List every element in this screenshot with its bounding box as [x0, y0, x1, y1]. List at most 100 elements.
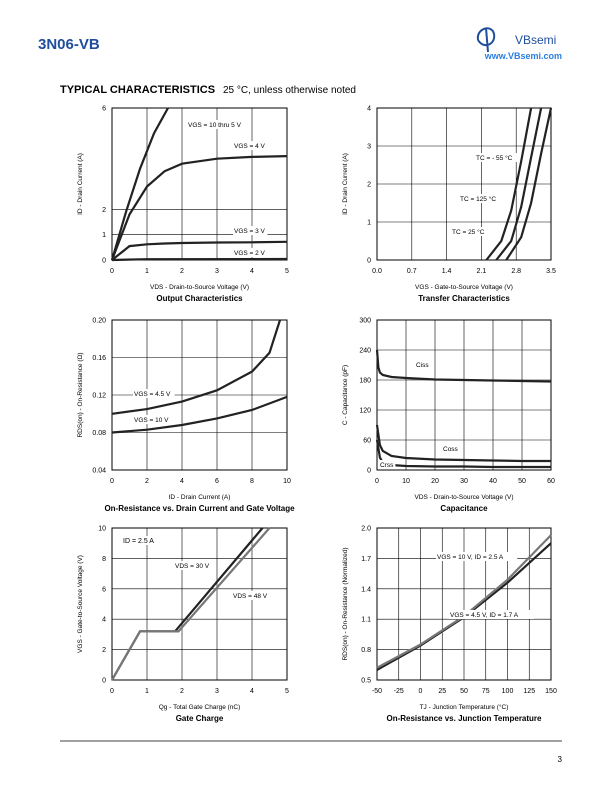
- label-bg: [415, 360, 432, 369]
- series-line: [111, 527, 264, 681]
- page-number: 3: [558, 755, 563, 764]
- label-bg: [174, 561, 212, 570]
- series-line: [375, 349, 552, 383]
- label-bg: [133, 389, 175, 398]
- x-tick-label: 10: [402, 478, 410, 485]
- y-tick-label: 0.04: [92, 468, 106, 475]
- series-label: VGS = 2 V: [234, 250, 266, 257]
- x-tick-label: 150: [545, 688, 557, 695]
- series-label: Coss: [443, 446, 459, 453]
- x-axis-label: VDS - Drain-to-Source Voltage (V): [415, 494, 514, 501]
- y-tick-label: 0: [102, 258, 106, 265]
- x-tick-label: 6: [215, 478, 219, 485]
- x-tick-label: 0: [375, 478, 379, 485]
- label-bg: [233, 226, 268, 235]
- x-tick-label: 0.0: [372, 268, 382, 275]
- series-line: [111, 527, 271, 681]
- label-bg: [436, 552, 518, 561]
- x-tick-label: 8: [250, 478, 254, 485]
- x-tick-label: -25: [394, 688, 404, 695]
- series-label: VGS = 4 V: [234, 143, 266, 150]
- y-tick-label: 0.12: [92, 393, 106, 400]
- x-tick-label: 10: [283, 478, 291, 485]
- x-tick-label: 0: [419, 688, 423, 695]
- x-tick-label: 75: [482, 688, 490, 695]
- series-label: TC = 125 °C: [460, 195, 496, 203]
- series-line: [111, 240, 288, 261]
- series-label: VGS = 4.5 V: [134, 391, 171, 398]
- label-bg: [232, 591, 270, 600]
- y-tick-label: 2: [102, 647, 106, 654]
- x-tick-label: 40: [489, 478, 497, 485]
- chart-title: Gate Charge: [176, 714, 224, 723]
- series-label: VGS = 4.5 V, ID = 1.7 A: [450, 612, 519, 619]
- x-tick-label: 0: [110, 268, 114, 275]
- brand: VBsemi: [515, 33, 556, 47]
- series-line: [111, 395, 288, 434]
- series-label: Crss: [380, 462, 394, 469]
- label-bg: [449, 610, 534, 619]
- plot-frame: [111, 107, 288, 261]
- x-tick-label: 2: [180, 268, 184, 275]
- section-title: TYPICAL CHARACTERISTICS: [60, 84, 215, 96]
- x-tick-label: 4: [180, 478, 184, 485]
- label-bg: [122, 536, 164, 545]
- y-tick-label: 0.08: [92, 430, 106, 437]
- x-tick-label: 5: [285, 688, 289, 695]
- y-tick-label: 0.8: [361, 647, 371, 654]
- x-tick-label: 20: [431, 478, 439, 485]
- y-tick-label: 1: [367, 220, 371, 227]
- x-tick-label: 50: [460, 688, 468, 695]
- x-tick-label: 30: [460, 478, 468, 485]
- x-tick-label: 50: [518, 478, 526, 485]
- series-label: VDS = 48 V: [233, 593, 268, 600]
- y-axis-label: ID - Drain Current (A): [342, 153, 349, 215]
- x-tick-label: 2: [180, 688, 184, 695]
- label-bg: [379, 460, 396, 469]
- x-tick-label: 3: [215, 688, 219, 695]
- x-tick-label: 25: [438, 688, 446, 695]
- series-label: TC = - 55 °C: [476, 154, 513, 162]
- label-bg: [233, 141, 268, 150]
- series-line: [495, 107, 543, 261]
- chart-title: Transfer Characteristics: [418, 294, 510, 303]
- website[interactable]: www.VBsemi.com: [484, 51, 562, 61]
- x-tick-label: 0.7: [407, 268, 417, 275]
- y-tick-label: 2: [102, 207, 106, 214]
- series-line: [110, 155, 288, 261]
- y-tick-label: 1.1: [361, 617, 371, 624]
- y-tick-label: 6: [102, 106, 106, 113]
- x-tick-label: 3.5: [546, 268, 556, 275]
- y-tick-label: 3: [367, 144, 371, 151]
- series-line: [505, 107, 553, 261]
- y-axis-label: RDS(on) - On-Resistance (Normalized): [342, 547, 349, 660]
- x-axis-label: TJ - Junction Temperature (°C): [420, 703, 509, 711]
- series-line: [110, 107, 169, 261]
- x-axis-label: VDS - Drain-to-Source Voltage (V): [150, 284, 249, 291]
- x-tick-label: 5: [285, 268, 289, 275]
- part-number: 3N06-VB: [38, 36, 100, 53]
- series-label: VGS = 3 V: [234, 228, 266, 235]
- y-tick-label: 120: [359, 408, 371, 415]
- y-axis-label: ID - Drain Current (A): [77, 153, 84, 215]
- x-tick-label: 4: [250, 268, 254, 275]
- x-tick-label: 0: [110, 688, 114, 695]
- x-tick-label: 2.8: [511, 268, 521, 275]
- x-tick-label: 0: [110, 478, 114, 485]
- label-bg: [187, 120, 251, 129]
- annotation: ID = 2.5 A: [123, 538, 154, 545]
- y-tick-label: 0.5: [361, 678, 371, 685]
- x-tick-label: 2: [145, 478, 149, 485]
- y-axis-label: RDS(on) - On-Resistance (Ω): [77, 352, 84, 437]
- series-line: [111, 257, 288, 262]
- series-label: TC = 25 °C: [452, 228, 485, 236]
- series-label: VGS = 10 V: [134, 417, 169, 424]
- y-tick-label: 0: [102, 678, 106, 685]
- x-tick-label: 4: [250, 688, 254, 695]
- y-tick-label: 4: [367, 106, 371, 113]
- x-axis-label: VGS - Gate-to-Source Voltage (V): [415, 284, 513, 291]
- x-tick-label: 60: [547, 478, 555, 485]
- x-tick-label: -50: [372, 688, 382, 695]
